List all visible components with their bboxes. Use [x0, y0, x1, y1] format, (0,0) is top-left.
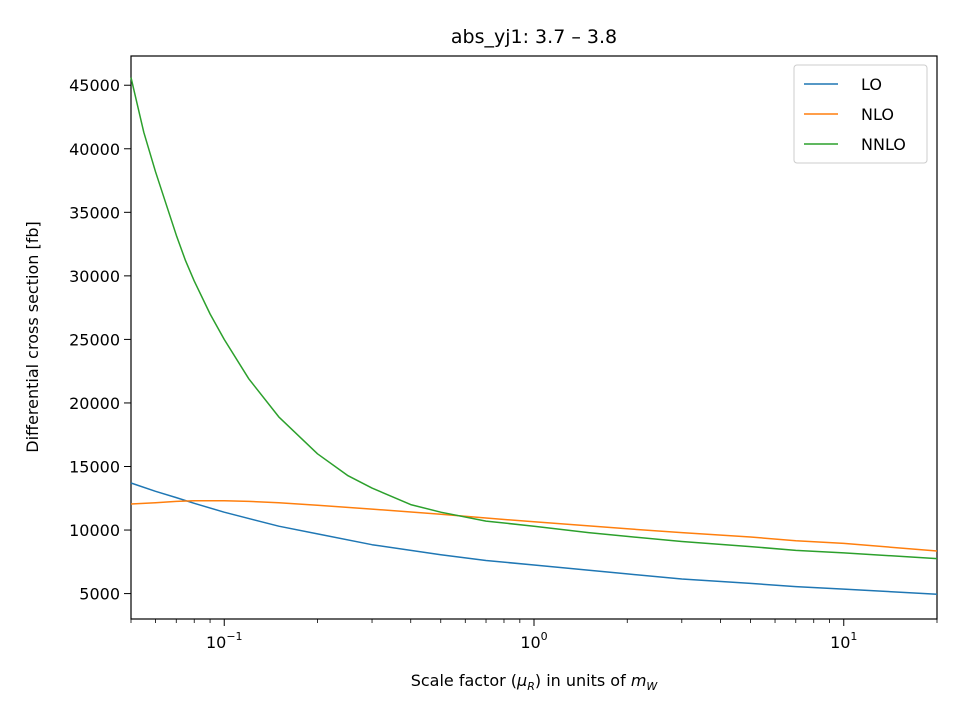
- series-layer: [130, 77, 938, 595]
- y-tick-label: 40000: [69, 140, 120, 159]
- y-tick-label: 20000: [69, 394, 120, 413]
- y-tick-label: 35000: [69, 203, 120, 222]
- legend-label-nlo: NLO: [861, 105, 894, 124]
- series-line-nlo: [130, 500, 938, 552]
- legend-frame: [793, 64, 928, 164]
- x-tick-label: 100: [520, 630, 547, 652]
- y-tick-label: 45000: [69, 76, 120, 95]
- x-axis-label-mid: ) in units of: [535, 671, 631, 690]
- legend: LO NLO NNLO: [793, 64, 928, 164]
- y-tick-label: 10000: [69, 521, 120, 540]
- legend-items: LO NLO NNLO: [804, 75, 906, 154]
- x-axis-ticks: 10−1 100 101: [130, 619, 938, 652]
- x-axis-label-m: m: [631, 671, 647, 690]
- y-tick-label: 15000: [69, 457, 120, 476]
- legend-label-lo: LO: [861, 75, 882, 94]
- y-tick-label: 5000: [79, 585, 120, 604]
- y-axis-label: Differential cross section [fb]: [23, 221, 42, 452]
- y-tick-label: 30000: [69, 267, 120, 286]
- x-tick-label: 10−1: [206, 630, 243, 652]
- series-line-nnlo: [130, 77, 938, 560]
- x-axis-label: Scale factor (μR) in units of mW: [411, 671, 659, 693]
- x-tick-label: 101: [830, 630, 857, 652]
- x-axis-label-mu-sub: R: [527, 680, 535, 693]
- x-axis-label-prefix: Scale factor (: [411, 671, 517, 690]
- legend-label-nnlo: NNLO: [861, 135, 906, 154]
- y-tick-label: 25000: [69, 330, 120, 349]
- chart-title: abs_yj1: 3.7 – 3.8: [451, 26, 617, 48]
- x-axis-label-m-sub: W: [646, 680, 658, 693]
- y-axis-ticks: 5000 10000 15000 20000 25000 30000 35000 40000 4…: [69, 76, 131, 604]
- x-axis-label-mu: μ: [516, 671, 527, 690]
